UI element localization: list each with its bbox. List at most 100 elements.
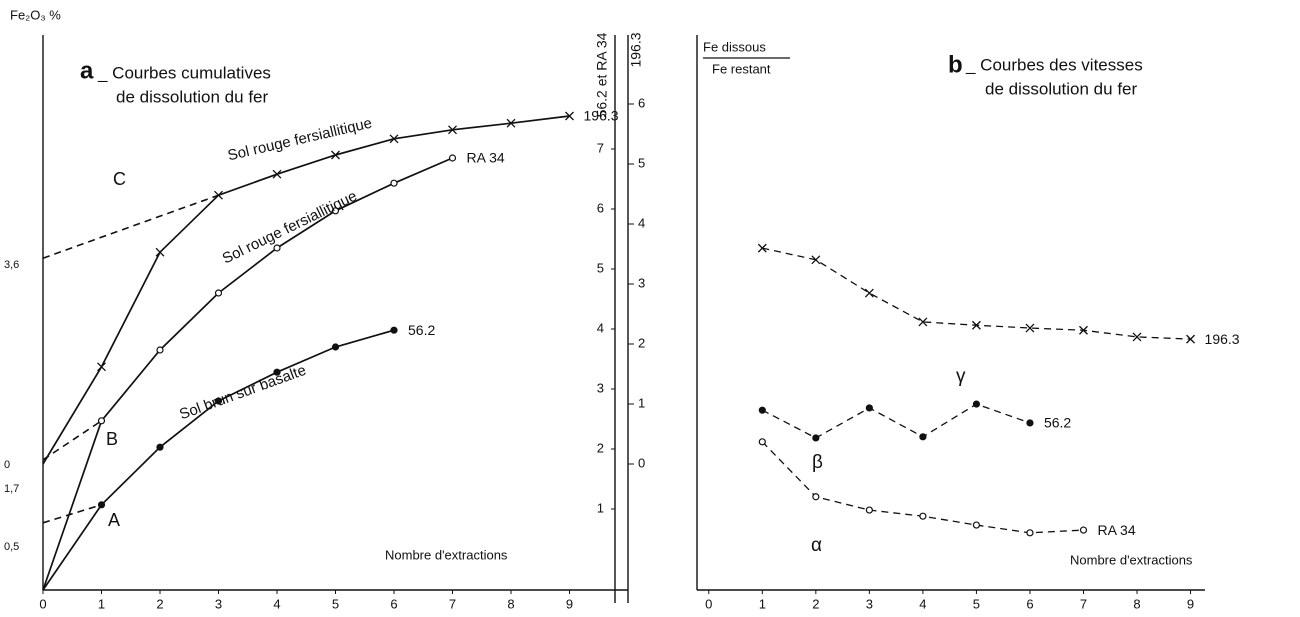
panel-label: a [80,57,94,84]
annotation: β [812,452,823,473]
data-point [331,150,340,160]
y-axis-label: 0,5 [4,541,19,553]
y-label: Fe dissous [703,39,766,54]
data-point [758,406,766,414]
data-point [812,434,820,442]
y-tick-label: 7 [597,140,604,155]
chart-title: de dissolution du fer [985,79,1137,98]
x-tick-label: 7 [449,596,456,611]
y2-tick-label: 4 [638,215,645,230]
y-axis-label: 0 [4,459,10,471]
x-tick-label: 3 [866,596,873,611]
y2-tick-label: 5 [638,155,645,170]
x-tick-label: 1 [98,596,105,611]
x-tick-label: 9 [1187,596,1194,611]
data-point [390,179,398,187]
data-point [506,118,516,128]
annotation: A [108,510,120,530]
data-point [971,320,981,330]
data-point [390,326,398,334]
data-point [972,400,981,408]
data-point [214,289,223,297]
x-tick-label: 8 [1133,596,1140,611]
data-point [273,244,281,252]
data-point [758,438,766,446]
annotation: γ [956,366,966,387]
y-tick-label: 2 [597,440,604,455]
data-point [918,317,928,327]
data-point [273,368,281,376]
data-point [97,501,106,509]
data-point [565,111,574,121]
x-tick-label: 8 [507,596,514,611]
y-label: Fe restant [712,61,771,76]
y-tick-label: 4 [597,320,604,335]
x-tick-label: 1 [759,596,766,611]
data-point [1186,334,1196,344]
x-tick-label: 5 [332,596,339,611]
y2-tick-label: 1 [638,395,645,410]
y-tick-label: 6 [597,200,604,215]
data-point [272,169,282,179]
x-tick-label: 2 [156,596,163,611]
x-tick-label: 5 [973,596,980,611]
annotation: Sol brun sur basalte [177,362,308,424]
data-point [757,243,767,253]
data-point [865,506,873,514]
data-point [812,493,820,501]
data-point [155,247,165,257]
y2-tick-label: 0 [638,455,645,470]
data-point [1079,325,1088,335]
x-tick-label: 0 [39,596,46,611]
x-tick-label: 9 [566,596,573,611]
data-point [1025,323,1035,333]
series-label: 56.2 [408,322,435,338]
y-tick-label: 5 [597,260,604,275]
chart-title: _ Courbes cumulatives [97,63,271,82]
x-tick-label: 6 [390,596,397,611]
data-point [1026,529,1034,537]
data-point [389,134,399,144]
x-tick-label: 0 [705,596,712,611]
series-label: 196.3 [1205,331,1240,347]
extrapolation-line [42,504,102,524]
data-point [1026,419,1034,427]
annotation: Sol rouge fersiallitique [220,188,360,268]
series-label: RA 34 [1097,522,1135,538]
data-point [919,512,927,520]
x-label: Nombre d'extractions [385,547,508,562]
y-axis-label: 1,7 [4,483,19,495]
x-tick-label: 2 [812,596,819,611]
data-point [919,433,927,441]
data-point [97,417,106,425]
data-point [331,207,340,215]
series-line [42,329,395,591]
annotation: Sol rouge fersiallitique [226,115,374,165]
y-axis-label: 3,6 [4,259,19,271]
y-right-label: 56.2 et RA 34 [594,32,610,117]
x-tick-label: 6 [1026,596,1033,611]
annotation: C [113,169,126,189]
data-point [448,125,457,135]
x-tick-label: 7 [1080,596,1087,611]
data-point [214,397,223,405]
data-point [97,362,106,372]
y2-tick-label: 2 [638,335,645,350]
series-line [42,115,570,465]
y2-tick-label: 3 [638,275,645,290]
series-label: 196.3 [584,108,619,124]
data-point [448,154,457,162]
series-line [42,157,453,591]
x-label: Nombre d'extractions [1070,552,1193,567]
y-tick-label: 1 [597,500,604,515]
panel-label: b [948,51,963,78]
x-tick-label: 4 [273,596,280,611]
data-point [1132,332,1142,342]
data-point [214,190,223,200]
series-label: 56.2 [1044,415,1071,431]
extrapolation-line [42,420,102,461]
data-point [972,521,981,529]
x-tick-label: 4 [919,596,926,611]
x-tick-label: 3 [215,596,222,611]
